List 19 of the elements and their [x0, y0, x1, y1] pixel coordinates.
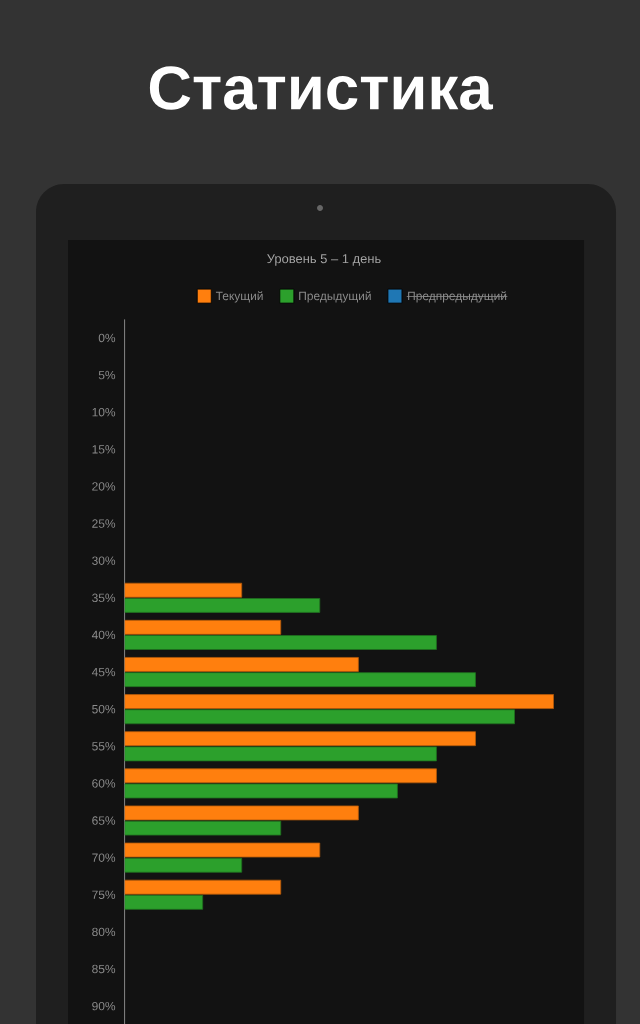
bar	[124, 619, 282, 635]
bar	[124, 783, 398, 799]
bar	[124, 657, 359, 672]
bar	[124, 672, 476, 688]
bar	[124, 582, 243, 598]
bar	[124, 820, 282, 836]
bar	[124, 857, 243, 873]
bar	[124, 805, 359, 821]
bar	[124, 879, 282, 895]
bar	[124, 709, 515, 725]
bar	[124, 894, 204, 910]
bar	[124, 746, 437, 762]
bar	[124, 731, 476, 747]
bar	[124, 598, 321, 613]
chart-title: Статистика	[149, 66, 494, 110]
bar	[124, 768, 437, 784]
bar	[124, 694, 554, 709]
bar	[124, 842, 321, 858]
bar	[124, 635, 437, 650]
